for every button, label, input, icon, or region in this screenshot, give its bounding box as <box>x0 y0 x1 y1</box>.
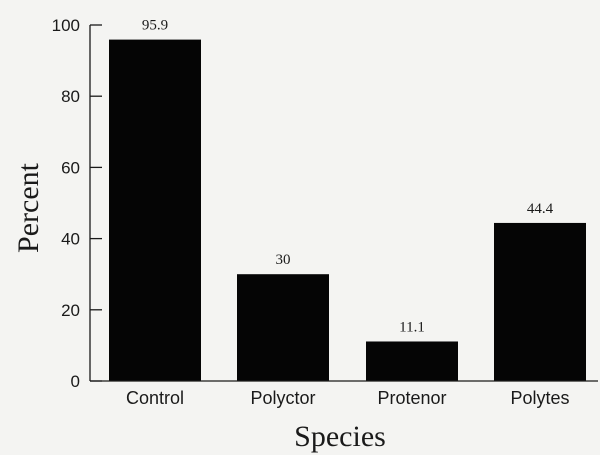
data-label-polytes: 44.4 <box>527 201 554 217</box>
data-label-protenor: 11.1 <box>399 319 425 335</box>
y-tick-label-80: 80 <box>61 87 80 106</box>
y-tick-label-100: 100 <box>52 16 80 35</box>
bar-protenor <box>366 341 458 381</box>
y-tick-label-20: 20 <box>61 301 80 320</box>
y-tick-label-60: 60 <box>61 158 80 177</box>
bars-group <box>109 39 586 381</box>
x-tick-label-polytes: Polytes <box>510 388 569 408</box>
x-axis: Control Polyctor Protenor Polytes <box>90 380 598 408</box>
y-tick-label-40: 40 <box>61 230 80 249</box>
data-label-control: 95.9 <box>142 18 168 34</box>
x-axis-title: Species <box>294 420 386 453</box>
y-axis: 0 20 40 60 80 100 <box>52 16 102 391</box>
y-tick-label-0: 0 <box>71 372 80 391</box>
y-axis-title: Percent <box>12 162 45 253</box>
x-tick-label-polyctor: Polyctor <box>250 388 315 408</box>
bar-polytes <box>494 222 586 381</box>
x-tick-label-protenor: Protenor <box>377 388 446 408</box>
data-labels-group: 95.9 30 11.1 44.4 <box>142 18 554 336</box>
data-label-polyctor: 30 <box>276 252 291 268</box>
bar-polyctor <box>237 274 329 381</box>
bar-control <box>109 39 201 381</box>
x-tick-label-control: Control <box>126 388 184 408</box>
